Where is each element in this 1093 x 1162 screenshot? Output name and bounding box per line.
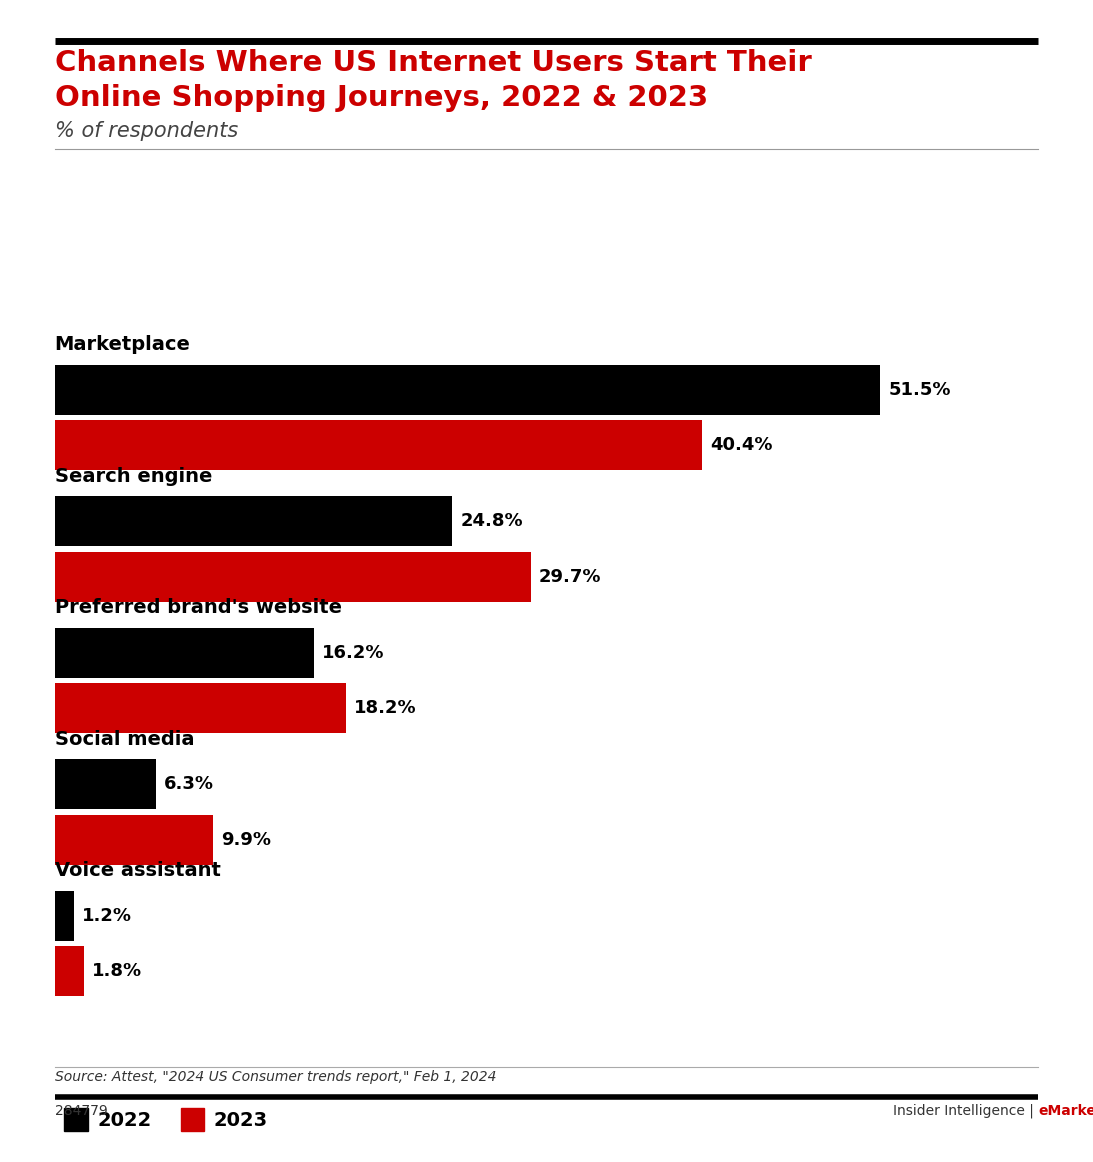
Text: Search engine: Search engine <box>55 467 212 486</box>
Bar <box>55 496 453 546</box>
Text: 284779: 284779 <box>55 1104 107 1118</box>
Bar <box>55 552 531 602</box>
Text: Social media: Social media <box>55 730 195 749</box>
Bar <box>55 815 213 865</box>
Text: eMarketer: eMarketer <box>1038 1104 1093 1118</box>
Text: 40.4%: 40.4% <box>710 436 773 454</box>
Bar <box>55 627 315 677</box>
Text: Insider Intelligence |: Insider Intelligence | <box>893 1104 1038 1118</box>
Bar <box>55 365 880 415</box>
Text: 51.5%: 51.5% <box>889 381 951 399</box>
Text: Preferred brand's website: Preferred brand's website <box>55 598 342 617</box>
Legend: 2022, 2023: 2022, 2023 <box>64 1107 268 1132</box>
Text: Online Shopping Journeys, 2022 & 2023: Online Shopping Journeys, 2022 & 2023 <box>55 84 708 112</box>
Text: Source: Attest, "2024 US Consumer trends report," Feb 1, 2024: Source: Attest, "2024 US Consumer trends… <box>55 1070 496 1084</box>
Text: 9.9%: 9.9% <box>222 831 271 848</box>
Bar <box>55 891 74 941</box>
Bar <box>55 683 346 733</box>
Text: 16.2%: 16.2% <box>322 644 385 662</box>
Text: 29.7%: 29.7% <box>539 567 601 586</box>
Text: 6.3%: 6.3% <box>164 775 213 794</box>
Bar <box>55 421 703 471</box>
Text: Voice assistant: Voice assistant <box>55 861 221 881</box>
Bar <box>55 760 155 810</box>
Text: 1.8%: 1.8% <box>92 962 142 981</box>
Text: 1.2%: 1.2% <box>82 908 132 925</box>
Text: Channels Where US Internet Users Start Their: Channels Where US Internet Users Start T… <box>55 49 811 77</box>
Text: 18.2%: 18.2% <box>354 700 418 717</box>
Text: 24.8%: 24.8% <box>460 512 522 530</box>
Bar <box>55 946 83 996</box>
Text: Marketplace: Marketplace <box>55 336 190 354</box>
Text: % of respondents: % of respondents <box>55 121 238 141</box>
